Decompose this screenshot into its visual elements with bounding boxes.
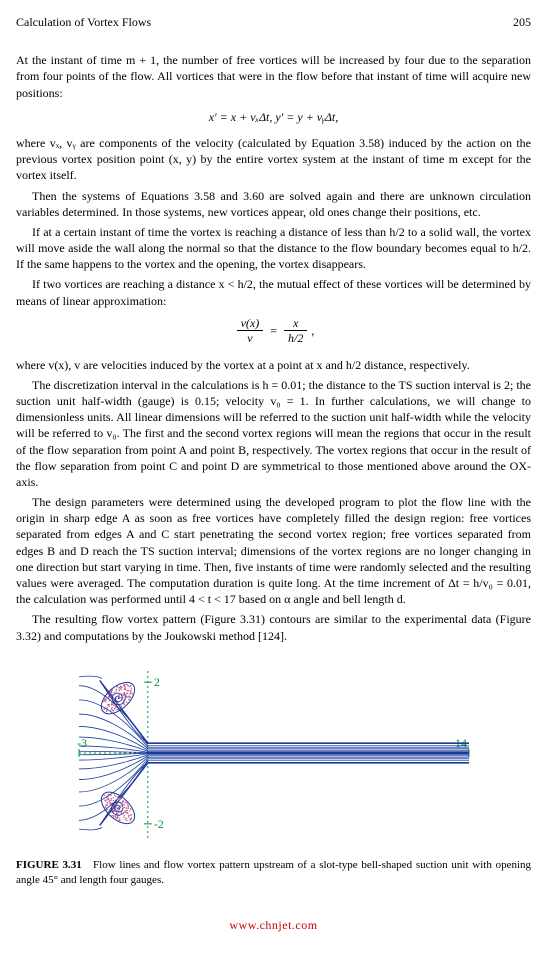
- svg-text:-2: -2: [153, 817, 163, 831]
- svg-text:-3: -3: [77, 736, 87, 750]
- para-9: The resulting flow vortex pattern (Figur…: [16, 611, 531, 643]
- para-2: where vₓ, vᵧ are components of the veloc…: [16, 135, 531, 184]
- equation-2: v(x) v = x h/2 ,: [16, 317, 531, 347]
- eq2-num-r: x: [284, 317, 307, 331]
- eq2-den-l: v: [237, 331, 264, 347]
- eq2-right-fraction: x h/2: [284, 317, 307, 347]
- caption-label: FIGURE 3.31: [16, 859, 82, 871]
- eq2-left-fraction: v(x) v: [237, 317, 264, 347]
- para-7: The discretization interval in the calcu…: [16, 377, 531, 490]
- flow-diagram: 2-2-314: [59, 658, 489, 848]
- para-6: where v(x), v are velocities induced by …: [16, 357, 531, 373]
- eq2-den-r: h/2: [284, 331, 307, 347]
- eq2-equals: =: [270, 323, 277, 337]
- eq2-tail: ,: [311, 323, 314, 337]
- para-8: The design parameters were determined us…: [16, 494, 531, 607]
- watermark: www.chnjet.com: [16, 917, 531, 933]
- eq2-num-l: v(x): [237, 317, 264, 331]
- para-1: At the instant of time m + 1, the number…: [16, 52, 531, 101]
- svg-text:2: 2: [153, 675, 159, 689]
- page-number: 205: [513, 14, 531, 30]
- para-3: Then the systems of Equations 3.58 and 3…: [16, 188, 531, 220]
- equation-1: x′ = x + vₓΔt, y′ = y + vᵧΔt,: [16, 109, 531, 125]
- caption-text: Flow lines and flow vortex pattern upstr…: [16, 859, 531, 886]
- figure-3-31: 2-2-314: [16, 658, 531, 848]
- page: Calculation of Vortex Flows 205 At the i…: [0, 0, 547, 954]
- para-5: If two vortices are reaching a distance …: [16, 276, 531, 308]
- figure-caption: FIGURE 3.31 Flow lines and flow vortex p…: [16, 858, 531, 888]
- page-header: Calculation of Vortex Flows 205: [16, 14, 531, 30]
- para-4: If at a certain instant of time the vort…: [16, 224, 531, 273]
- running-head: Calculation of Vortex Flows: [16, 14, 151, 30]
